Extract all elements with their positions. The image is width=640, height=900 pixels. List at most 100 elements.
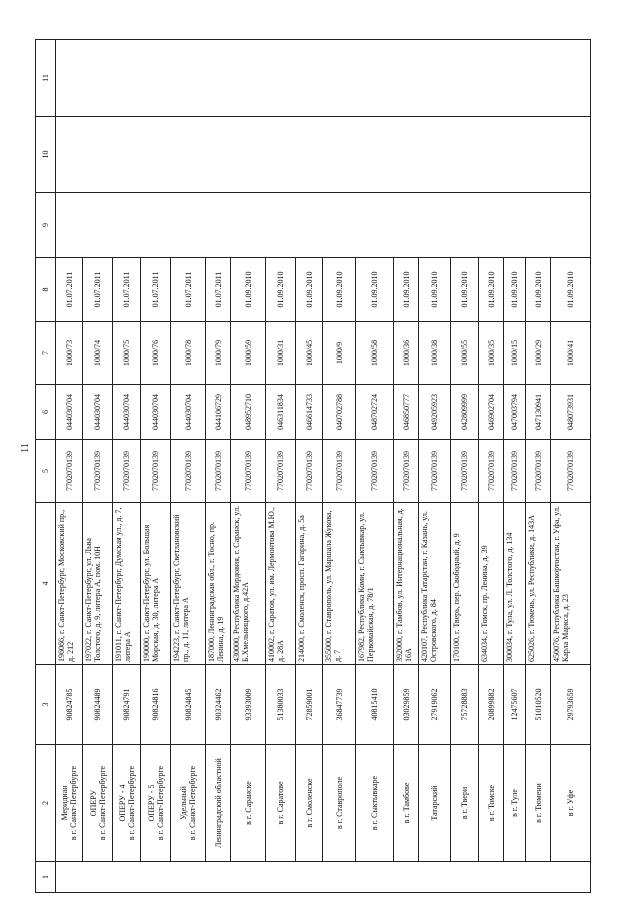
registration-number-cell: 1000/78 bbox=[170, 321, 206, 385]
date-cell: 01.07.2011 bbox=[55, 257, 83, 322]
registration-number-cell: 1000/15 bbox=[503, 321, 526, 385]
bik-cell: 044030704 bbox=[112, 384, 141, 440]
registration-number-cell: 1000/76 bbox=[140, 321, 171, 385]
code-cell: 29793659 bbox=[550, 664, 591, 745]
branch-name-cell: в г. Томске bbox=[478, 744, 504, 862]
registration-number-cell: 1000/74 bbox=[82, 321, 113, 385]
date-cell: 01.07.2011 bbox=[82, 257, 113, 322]
code-cell: 27919062 bbox=[418, 664, 451, 745]
branch-name-line: Меридиан bbox=[60, 785, 69, 821]
code-cell: 12475607 bbox=[503, 664, 526, 745]
branch-name-line: в г. Санкт-Петербурге bbox=[97, 765, 107, 841]
date-cell: 01.09.2010 bbox=[322, 257, 356, 322]
date-cell: 01.07.2011 bbox=[112, 257, 141, 322]
registration-number-cell: 1000/58 bbox=[355, 321, 394, 385]
branch-name-cell: в г. Тамбове bbox=[393, 744, 419, 862]
address-cell: 190000, г. Санкт-Петербург, ул. Большая … bbox=[140, 502, 171, 665]
address-cell: 430000, Республика Мордовия, г. Саранск,… bbox=[230, 502, 266, 665]
branch-name-cell: Татарский bbox=[418, 744, 451, 862]
branch-name-cell: в г. Сыктывкаре bbox=[355, 744, 394, 862]
date-cell: 01.09.2010 bbox=[355, 257, 394, 322]
branch-name-line: в г. Твери bbox=[460, 786, 469, 820]
date-cell: 01.09.2010 bbox=[550, 257, 591, 322]
registration-number-cell: 1000/79 bbox=[205, 321, 231, 385]
branch-name-cell: в г. Твери bbox=[450, 744, 479, 862]
branch-name-cell: ОПЕРУ в г. Санкт-Петербурге bbox=[82, 744, 113, 862]
branch-name-line: в г. Санкт-Петербурге bbox=[188, 765, 197, 841]
date-cell: 01.09.2010 bbox=[503, 257, 526, 322]
branch-name-line: в г. Смоленске bbox=[304, 778, 314, 828]
branch-name-cell: Ленинградский областной bbox=[205, 744, 231, 862]
address-cell: 300034, г. Тула, ул. Л. Толстого, д. 134 bbox=[503, 502, 526, 665]
empty-column-10-cell bbox=[55, 116, 591, 193]
bik-cell: 044106729 bbox=[205, 384, 231, 440]
column-number: 9 bbox=[35, 192, 56, 258]
registration-number-cell: 1000/35 bbox=[478, 321, 504, 385]
bik-cell: 048952710 bbox=[230, 384, 266, 440]
address-cell: 170100, г. Тверь, пер. Свободный, д. 9 bbox=[450, 502, 479, 665]
code-cell: 51010520 bbox=[525, 664, 551, 745]
column-number: 3 bbox=[35, 664, 56, 745]
bik-cell: 040702788 bbox=[322, 384, 356, 440]
branch-name-cell: в г. Тюмени bbox=[525, 744, 551, 862]
bik-cell: 046850777 bbox=[393, 384, 419, 440]
registration-number-cell: 1000/55 bbox=[450, 321, 479, 385]
inn-cell: 7702070139 bbox=[478, 439, 504, 503]
code-cell: 20899882 bbox=[478, 664, 504, 745]
bik-cell: 042809999 bbox=[450, 384, 479, 440]
date-cell: 01.07.2011 bbox=[205, 257, 231, 322]
date-cell: 01.07.2011 bbox=[140, 257, 171, 322]
address-cell: 214000, г. Смоленск, просп. Гагарина, д.… bbox=[295, 502, 323, 665]
registration-number-cell: 1000/29 bbox=[525, 321, 551, 385]
column-number-row: 1 2 3 4 5 6 7 8 9 10 11 bbox=[35, 39, 56, 893]
branch-name-cell: в г. Смоленске bbox=[295, 744, 323, 862]
date-cell: 01.09.2010 bbox=[265, 257, 296, 322]
address-cell: 196066, г. Санкт-Петербург, Московский п… bbox=[55, 502, 83, 665]
branch-name-line: в г. Санкт-Петербурге bbox=[126, 765, 136, 841]
branch-name-line: Удельный bbox=[179, 786, 188, 820]
address-cell: 410002, г. Саратов, ул. им. Лермонтова М… bbox=[265, 502, 296, 665]
code-cell: 93393009 bbox=[230, 664, 266, 745]
column-number: 10 bbox=[35, 116, 56, 193]
inn-cell: 7702070139 bbox=[418, 439, 451, 503]
address-cell: 634034, г. Томск, пр. Ленина, д. 39 bbox=[478, 502, 504, 665]
code-cell: 90824816 bbox=[140, 664, 171, 745]
registration-number-cell: 1000/75 bbox=[112, 321, 141, 385]
inn-cell: 7702070139 bbox=[205, 439, 231, 503]
address-cell: 197022, г. Санкт-Петербург, ул. Льва Тол… bbox=[82, 502, 113, 665]
branch-name-line: ОПЕРУ - 4 bbox=[117, 784, 127, 822]
bik-cell: 044030704 bbox=[55, 384, 83, 440]
date-cell: 01.09.2010 bbox=[525, 257, 551, 322]
inn-cell: 7702070139 bbox=[82, 439, 113, 503]
branch-name-line: в г. Тамбове bbox=[401, 782, 411, 824]
branch-name-line: в г. Саратове bbox=[276, 781, 285, 825]
registration-number-cell: 1000/41 bbox=[550, 321, 591, 385]
bik-cell: 049205923 bbox=[418, 384, 451, 440]
inn-cell: 7702070139 bbox=[450, 439, 479, 503]
branch-name-cell: в г. Уфе bbox=[550, 744, 591, 862]
code-cell: 03029859 bbox=[393, 664, 419, 745]
branch-name-line: Татарский bbox=[430, 785, 439, 821]
branch-name-line: в г. Уфе bbox=[566, 789, 575, 817]
inn-cell: 7702070139 bbox=[322, 439, 356, 503]
inn-cell: 7702070139 bbox=[170, 439, 206, 503]
column-number: 5 bbox=[35, 439, 56, 503]
bik-cell: 044030704 bbox=[140, 384, 171, 440]
empty-column-1-cell bbox=[55, 861, 591, 893]
bik-cell: 048073931 bbox=[550, 384, 591, 440]
inn-cell: 7702070139 bbox=[503, 439, 526, 503]
branch-name-cell: в г. Ставрополе bbox=[322, 744, 356, 862]
column-number: 1 bbox=[35, 861, 56, 893]
bik-cell: 046902704 bbox=[478, 384, 504, 440]
code-cell: 51380033 bbox=[265, 664, 296, 745]
table-row: Меридиан в г. Санкт-Петербурге 90824785 196… bbox=[55, 39, 591, 893]
registration-number-cell: 1000/45 bbox=[295, 321, 323, 385]
date-cell: 01.09.2010 bbox=[418, 257, 451, 322]
branch-name-line: в г. Саранске bbox=[243, 781, 253, 825]
code-cell: 72859001 bbox=[295, 664, 323, 745]
registration-number-cell: 1000/36 bbox=[393, 321, 419, 385]
branch-table: 1 2 3 4 5 6 7 8 9 10 11 Меридиан в г. Санкт-Петербур… bbox=[35, 39, 591, 893]
address-cell: 167982, Республика Коми, г. Сыктывкар, у… bbox=[355, 502, 394, 665]
registration-number-cell: 1000/59 bbox=[230, 321, 266, 385]
